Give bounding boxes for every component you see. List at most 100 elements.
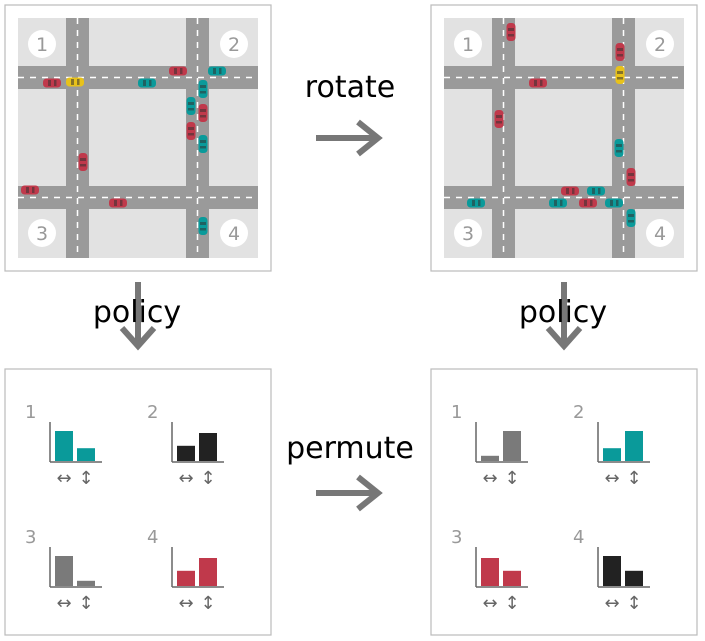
- car-teal: [198, 217, 208, 235]
- car-red: [561, 186, 579, 196]
- quadrant-badge-4: 4: [646, 219, 674, 247]
- car-red: [186, 122, 196, 140]
- bar-horizontal: [55, 431, 73, 461]
- quadrant-number: 4: [654, 223, 666, 245]
- vertical-arrow-icon: ↕: [504, 468, 519, 489]
- policy-chart-3: 3 ↔ ↕: [25, 527, 102, 614]
- cars-layer: [467, 23, 636, 227]
- panel-border: [4, 368, 272, 636]
- quadrant-badge-2: 2: [646, 30, 674, 58]
- car-teal: [208, 66, 226, 76]
- car-teal: [549, 198, 567, 208]
- car-red: [169, 66, 187, 76]
- policy-right-label: policy: [519, 295, 607, 330]
- quadrant-number: 1: [36, 34, 48, 56]
- bar-horizontal: [481, 558, 499, 586]
- car-teal: [198, 80, 208, 98]
- car-red: [494, 110, 504, 128]
- chart-quadrant-number: 1: [25, 402, 36, 423]
- bar-horizontal: [603, 448, 621, 461]
- vertical-arrow-icon: ↕: [504, 593, 519, 614]
- bar-horizontal: [55, 556, 73, 586]
- car-red: [21, 185, 39, 195]
- car-teal: [614, 139, 624, 157]
- car-teal: [605, 198, 623, 208]
- policy-chart-1: 1 ↔ ↕: [451, 402, 528, 489]
- bar-vertical: [77, 448, 95, 461]
- quadrant-number: 1: [462, 34, 474, 56]
- quadrant-badge-2: 2: [220, 30, 248, 58]
- quadrant-number: 4: [228, 223, 240, 245]
- horizontal-arrow-icon: ↔: [178, 468, 193, 489]
- cars-layer: [21, 66, 226, 235]
- car-red: [198, 104, 208, 122]
- policy-left-label: policy: [93, 295, 181, 330]
- car-red: [529, 78, 547, 88]
- chart-quadrant-number: 3: [451, 527, 462, 548]
- horizontal-arrow-icon: ↔: [482, 468, 497, 489]
- quadrant-badge-3: 3: [454, 219, 482, 247]
- car-yellow: [615, 66, 625, 84]
- bar-vertical: [199, 433, 217, 461]
- horizontal-arrow-icon: ↔: [56, 468, 71, 489]
- car-red: [506, 23, 516, 41]
- policy-charts: 1 ↔ ↕ 2 ↔ ↕ 3 ↔ ↕ 4 ↔ ↕: [25, 402, 224, 614]
- vertical-arrow-icon: ↕: [78, 468, 93, 489]
- car-teal: [587, 186, 605, 196]
- bar-horizontal: [177, 445, 195, 461]
- quadrant-badge-3: 3: [28, 219, 56, 247]
- vertical-arrow-icon: ↕: [626, 593, 641, 614]
- chart-quadrant-number: 2: [573, 402, 584, 423]
- bar-vertical: [199, 558, 217, 586]
- policy-arrow-right-icon: [545, 282, 583, 351]
- policy-chart-4: 4 ↔ ↕: [147, 527, 224, 614]
- chart-quadrant-number: 1: [451, 402, 462, 423]
- panel-border: [430, 368, 698, 636]
- car-red: [615, 43, 625, 61]
- bar-horizontal: [177, 570, 195, 586]
- chart-quadrant-number: 4: [573, 527, 584, 548]
- car-teal: [186, 97, 196, 115]
- horizontal-arrow-icon: ↔: [482, 593, 497, 614]
- vertical-arrow-icon: ↕: [626, 468, 641, 489]
- city-blocks: [444, 18, 684, 258]
- quadrant-number: 2: [654, 34, 666, 56]
- quadrant-number: 2: [228, 34, 240, 56]
- permute-label: permute: [286, 431, 414, 466]
- quadrant-badges: 1 2 3 4: [28, 30, 248, 247]
- bar-horizontal: [603, 556, 621, 586]
- policy-chart-2: 2 ↔ ↕: [147, 402, 224, 489]
- quadrant-number: 3: [36, 223, 48, 245]
- original-intersection-panel: 1 2 3 4: [4, 4, 272, 272]
- bar-vertical: [503, 570, 521, 586]
- car-teal: [626, 209, 636, 227]
- bar-vertical: [625, 431, 643, 461]
- car-teal: [467, 198, 485, 208]
- car-teal: [138, 78, 156, 88]
- policy-chart-4: 4 ↔ ↕: [573, 527, 650, 614]
- chart-quadrant-number: 4: [147, 527, 158, 548]
- policy-charts: 1 ↔ ↕ 2 ↔ ↕ 3 ↔ ↕ 4 ↔ ↕: [451, 402, 650, 614]
- permuted-policy-panel: 1 ↔ ↕ 2 ↔ ↕ 3 ↔ ↕ 4 ↔ ↕: [430, 368, 698, 636]
- quadrant-number: 3: [462, 223, 474, 245]
- rotate-label: rotate: [305, 70, 395, 105]
- vertical-arrow-icon: ↕: [200, 468, 215, 489]
- quadrant-badge-1: 1: [454, 30, 482, 58]
- quadrant-badge-4: 4: [220, 219, 248, 247]
- quadrant-badges: 1 2 3 4: [454, 30, 674, 247]
- quadrant-badge-1: 1: [28, 30, 56, 58]
- car-yellow: [66, 77, 84, 87]
- car-red: [579, 198, 597, 208]
- policy-arrow-left-icon: [119, 282, 157, 351]
- bar-vertical: [625, 570, 643, 586]
- horizontal-arrow-icon: ↔: [604, 593, 619, 614]
- permute-arrow-icon: [316, 474, 383, 512]
- car-red: [43, 78, 61, 88]
- horizontal-arrow-icon: ↔: [56, 593, 71, 614]
- car-red: [109, 198, 127, 208]
- bar-vertical: [77, 580, 95, 586]
- rotated-intersection-panel: 1 2 3 4: [430, 4, 698, 272]
- car-red: [626, 168, 636, 186]
- bar-vertical: [503, 431, 521, 461]
